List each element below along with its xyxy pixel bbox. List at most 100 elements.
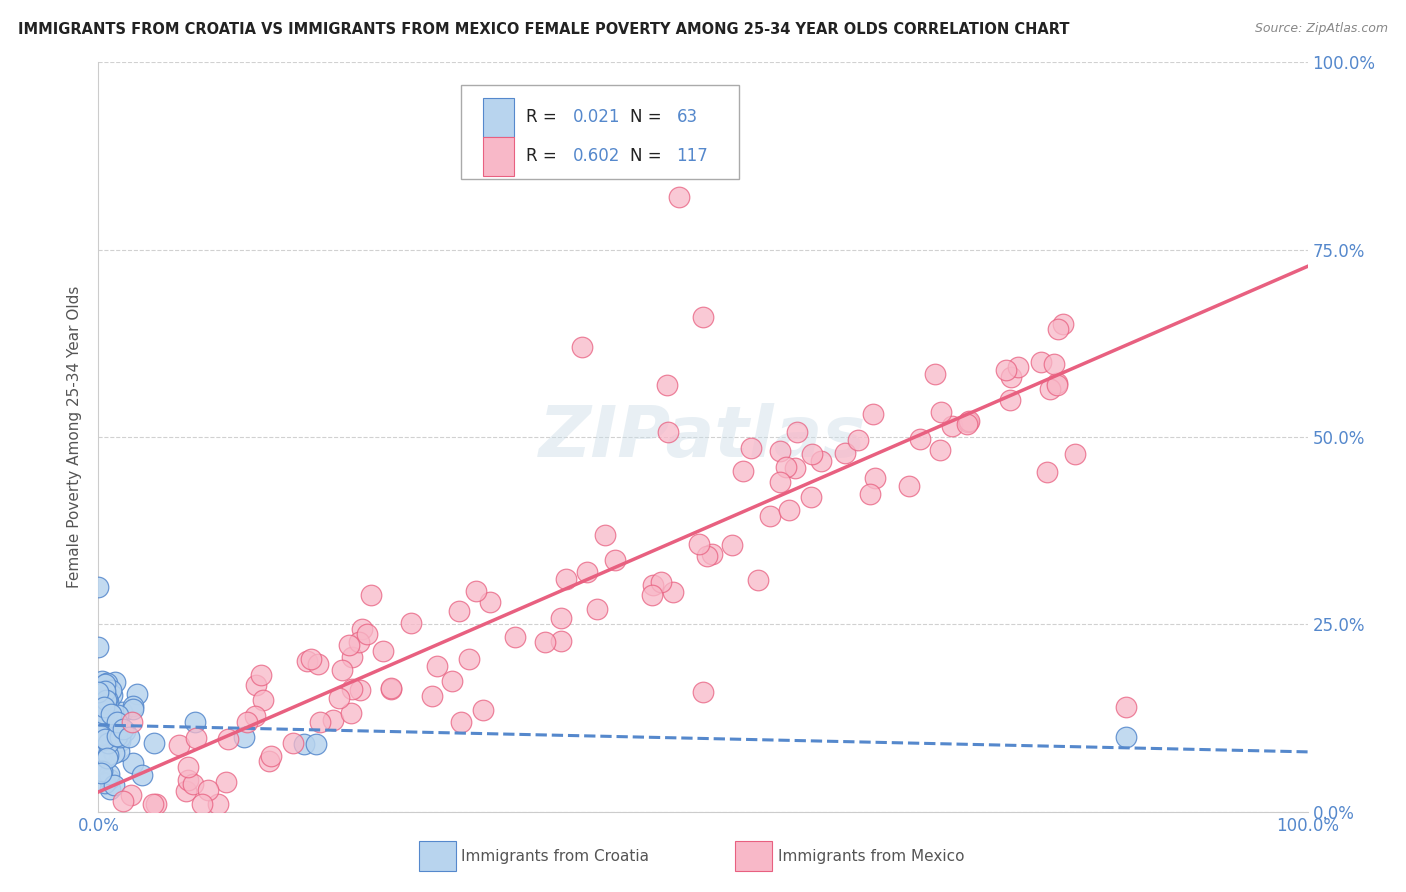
Point (657, 425, 679, 439)
FancyBboxPatch shape (482, 136, 515, 176)
Point (97, 736, 120, 750)
Point (177, 760, 200, 774)
Point (308, 714, 330, 729)
FancyBboxPatch shape (461, 85, 740, 178)
Point (458, 651, 481, 665)
Point (100, 707, 122, 722)
Point (307, 657, 329, 671)
Point (120, 788, 142, 802)
Point (297, 654, 319, 668)
Point (142, 797, 165, 812)
Point (90, 673, 112, 688)
Point (252, 693, 274, 707)
Point (956, 415, 979, 429)
Point (111, 723, 134, 737)
Point (259, 754, 281, 768)
Point (281, 736, 304, 750)
Point (342, 681, 364, 696)
Point (769, 475, 792, 489)
Point (955, 417, 977, 431)
Point (1007, 359, 1029, 374)
Point (1036, 465, 1059, 479)
Point (96, 751, 118, 765)
Point (89, 735, 111, 749)
Point (692, 685, 714, 699)
Point (177, 772, 200, 787)
Point (692, 310, 714, 325)
Point (640, 588, 662, 602)
Point (97, 748, 120, 763)
Text: N =: N = (630, 147, 668, 165)
Point (337, 638, 360, 652)
Point (97, 695, 120, 709)
Point (1029, 355, 1052, 369)
Point (97, 704, 120, 718)
Point (342, 649, 364, 664)
Point (107, 744, 129, 758)
Point (350, 622, 373, 636)
Point (696, 549, 718, 563)
Text: Immigrants from Croatia: Immigrants from Croatia (461, 849, 650, 863)
Point (478, 595, 501, 609)
Point (810, 453, 832, 467)
Point (91, 723, 114, 738)
Point (759, 508, 782, 523)
Point (96, 676, 118, 690)
Point (93, 699, 115, 714)
Point (785, 461, 807, 475)
Point (260, 749, 283, 764)
Point (94, 776, 117, 790)
Point (957, 414, 980, 428)
Text: 63: 63 (676, 108, 697, 126)
Point (96, 711, 118, 725)
Point (87, 685, 110, 699)
Point (145, 797, 167, 812)
Point (846, 434, 869, 448)
Point (167, 738, 190, 752)
Point (87, 580, 110, 594)
Point (928, 443, 950, 458)
Point (1052, 317, 1074, 331)
Point (440, 673, 463, 688)
Point (655, 377, 678, 392)
Point (217, 732, 239, 747)
Point (122, 756, 145, 770)
Point (181, 777, 204, 791)
Point (1046, 376, 1069, 390)
Point (994, 363, 1017, 377)
Point (420, 690, 443, 704)
Point (305, 737, 328, 751)
Point (94, 692, 117, 706)
Point (121, 701, 143, 715)
Point (98, 730, 121, 744)
Point (97, 772, 120, 786)
Point (586, 602, 609, 616)
Point (641, 578, 664, 592)
Point (98, 767, 121, 781)
Point (100, 682, 122, 697)
Point (554, 572, 576, 586)
Point (605, 553, 627, 567)
Point (575, 565, 598, 579)
Point (111, 706, 134, 720)
Point (769, 444, 792, 458)
Point (688, 537, 710, 551)
Point (215, 774, 238, 789)
Point (1000, 370, 1022, 384)
Point (700, 547, 723, 561)
Point (93, 676, 115, 690)
Point (349, 683, 371, 698)
Point (786, 425, 808, 439)
Text: 0.602: 0.602 (572, 147, 620, 165)
Text: R =: R = (526, 147, 562, 165)
Text: 0.021: 0.021 (572, 108, 620, 126)
Point (340, 706, 363, 720)
Point (243, 709, 266, 723)
Point (100, 688, 122, 702)
Point (834, 446, 856, 460)
Point (91, 706, 114, 721)
Point (330, 664, 353, 678)
Point (800, 447, 823, 461)
Point (929, 405, 952, 419)
Point (941, 419, 963, 434)
